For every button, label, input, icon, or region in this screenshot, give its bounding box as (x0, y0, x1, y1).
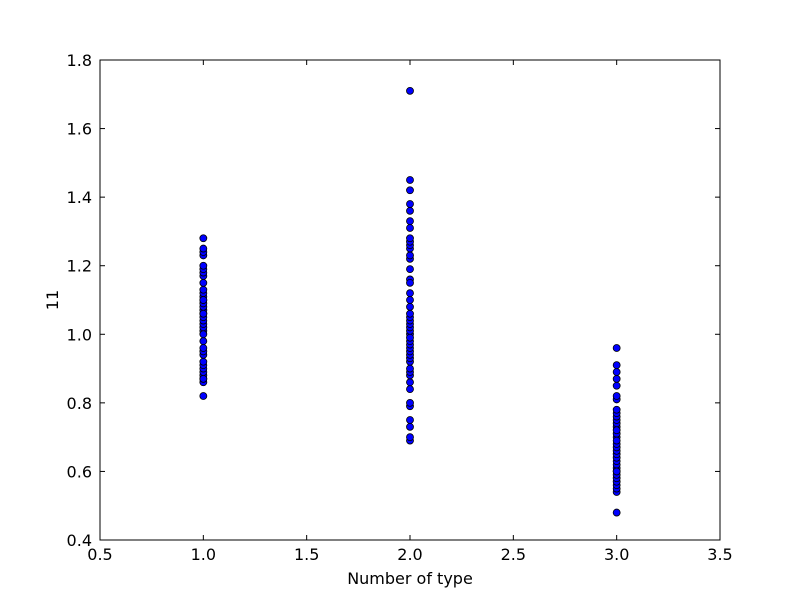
y-tick-label: 1.2 (67, 257, 92, 276)
data-point (406, 200, 414, 208)
data-point (199, 330, 208, 339)
y-tick-label: 1.6 (67, 120, 92, 139)
data-point (406, 422, 414, 431)
y-tick-label: 0.8 (67, 394, 92, 413)
plot-frame (99, 59, 721, 541)
data-point (612, 392, 621, 400)
data-point (406, 217, 414, 226)
data-point (199, 392, 208, 400)
data-point (199, 285, 208, 294)
data-point (199, 374, 208, 383)
x-axis-label: Number of type (347, 569, 473, 588)
y-tick-label: 0.6 (67, 462, 92, 481)
data-point (406, 206, 414, 215)
x-tick-label: 2.5 (501, 545, 526, 564)
data-point (406, 86, 414, 95)
data-point (612, 374, 621, 383)
x-tick-label: 3.5 (707, 545, 732, 564)
data-points (199, 86, 621, 517)
data-point (199, 244, 208, 253)
data-point (406, 278, 414, 287)
data-point (612, 426, 621, 435)
data-point (406, 265, 414, 274)
data-point (612, 368, 621, 376)
data-point (612, 381, 621, 390)
data-point (199, 296, 208, 304)
data-point (406, 364, 414, 373)
data-point (406, 224, 414, 232)
data-point (406, 333, 414, 342)
x-tick-label: 3.0 (604, 545, 629, 564)
y-tick-label: 0.4 (67, 531, 92, 550)
data-point (612, 508, 621, 517)
y-tick-label: 1.0 (67, 325, 92, 344)
data-point (406, 186, 414, 195)
data-point (406, 302, 414, 311)
y-tick-label: 1.8 (67, 51, 92, 70)
data-point (406, 385, 414, 394)
x-tick-label: 1.0 (191, 545, 216, 564)
data-point (199, 344, 208, 352)
data-point (406, 378, 414, 387)
y-tick-label: 1.4 (67, 188, 92, 207)
data-point (406, 176, 414, 184)
data-point (199, 337, 208, 346)
data-point (406, 433, 414, 442)
data-point (612, 344, 621, 352)
data-point (406, 251, 414, 260)
data-point (406, 296, 414, 304)
x-tick-label: 2.0 (397, 545, 422, 564)
data-point (406, 289, 414, 298)
data-point (199, 234, 208, 243)
data-point (199, 278, 208, 287)
data-point (199, 261, 208, 270)
data-point (406, 234, 414, 243)
data-point (406, 398, 414, 407)
data-point (199, 357, 208, 366)
data-point (612, 361, 621, 370)
tick-labels: 0.5 1.0 1.5 2.0 2.5 3.0 3.5 0.4 0.6 0.8 1.0 1.2 1.4 1… (67, 51, 733, 564)
data-point (199, 309, 208, 318)
data-point (612, 467, 621, 476)
data-point (612, 405, 621, 414)
x-tick-label: 0.5 (87, 545, 112, 564)
axis-ticks (99, 59, 721, 541)
data-point (406, 416, 414, 424)
data-point (406, 309, 414, 318)
data-point (612, 436, 621, 445)
y-axis-label: 11 (43, 290, 62, 310)
x-tick-label: 1.5 (294, 545, 319, 564)
